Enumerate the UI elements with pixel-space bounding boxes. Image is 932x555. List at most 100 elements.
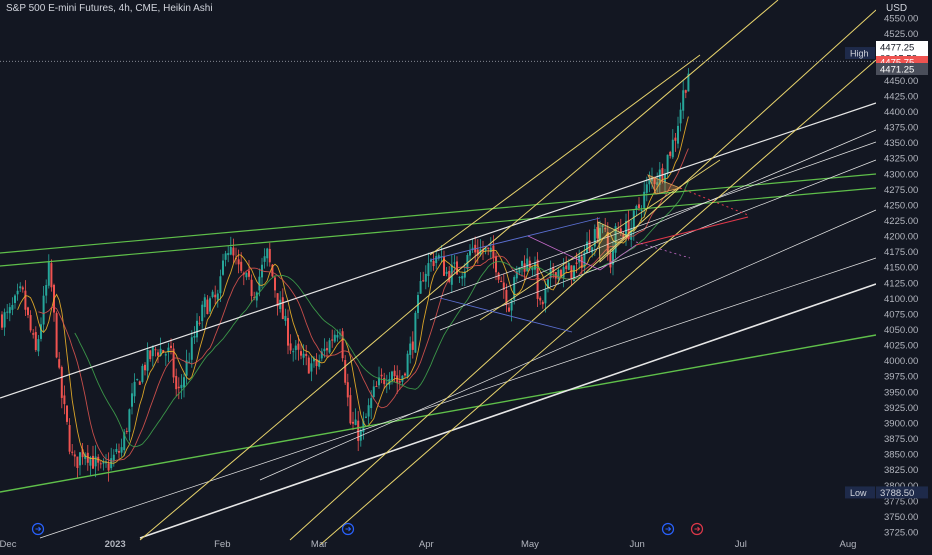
candle-body	[326, 348, 328, 351]
candle-body	[193, 335, 196, 338]
candle-body	[609, 252, 612, 268]
candle-body	[596, 226, 599, 239]
candle-body	[175, 376, 178, 390]
pattern-triangle[interactable]	[597, 221, 629, 263]
trend-line-15[interactable]	[429, 54, 701, 256]
y-tick-label: 3975.00	[884, 372, 918, 383]
drawings-layer[interactable]	[0, 0, 877, 546]
candle-body	[575, 262, 578, 264]
trend-line-11[interactable]	[139, 0, 779, 541]
candle-body	[81, 449, 84, 458]
trend-line-7[interactable]	[259, 209, 877, 481]
trend-line-4[interactable]	[0, 102, 877, 399]
trend-line-16[interactable]	[479, 159, 721, 321]
price-axis[interactable]: 3725.00 3750.00 3775.00 3800.00 3825.00 3850.…	[876, 0, 932, 550]
candle-body	[560, 269, 562, 278]
trend-line-6[interactable]	[39, 257, 877, 539]
candle-body	[128, 409, 131, 432]
candle-body	[614, 226, 617, 253]
trend-line-9[interactable]	[429, 141, 877, 301]
candle-body	[177, 386, 180, 389]
candle-body	[492, 245, 495, 259]
candle-body	[638, 204, 640, 209]
projection-dashed-line-2[interactable]	[635, 241, 691, 259]
trend-line-19[interactable]	[635, 216, 749, 246]
candle-body	[619, 228, 622, 233]
trend-line-10[interactable]	[439, 159, 877, 331]
candle-body	[172, 348, 175, 378]
candle-body	[16, 290, 19, 295]
candle-body	[115, 448, 118, 452]
candle-body	[198, 322, 201, 324]
projection-dashed-line[interactable]	[679, 187, 749, 216]
candle-body	[380, 374, 383, 377]
candle-body	[437, 255, 440, 259]
candle-body	[71, 451, 74, 453]
y-tick-label: 3750.00	[884, 512, 918, 523]
candle-body	[578, 255, 581, 263]
candle-body	[138, 381, 141, 385]
candle-body	[453, 262, 456, 264]
pattern-triangle-2[interactable]	[647, 174, 682, 195]
time-axis[interactable]: Dec 2023 Feb Mar Apr May Jun Jul Aug	[0, 539, 856, 550]
trend-line-17[interactable]	[429, 217, 601, 261]
candle-body	[159, 348, 162, 356]
trend-line-5[interactable]	[139, 283, 877, 539]
candle-body	[112, 454, 115, 461]
trend-line-21[interactable]	[599, 244, 637, 271]
candle-body	[443, 256, 445, 276]
trend-line-3[interactable]	[0, 334, 877, 493]
candle-body	[617, 228, 620, 230]
trend-line-8[interactable]	[429, 129, 877, 321]
candle-body	[323, 348, 326, 352]
trend-line-18[interactable]	[439, 297, 573, 333]
candle-body	[632, 210, 635, 232]
event-badges[interactable]	[31, 522, 704, 536]
moving-average-1	[17, 116, 689, 464]
gray-price-tag-value: 4471.25	[880, 65, 914, 76]
candle-body	[677, 125, 679, 144]
candle-body	[45, 285, 48, 296]
candles-layer	[1, 68, 690, 482]
candle-body	[687, 73, 690, 92]
y-tick-label: 4025.00	[884, 341, 918, 352]
candle-body	[539, 297, 542, 301]
candle-body	[32, 333, 35, 335]
trend-line-2[interactable]	[0, 187, 877, 267]
candle-body	[622, 234, 625, 239]
x-tick-label: 2023	[105, 539, 126, 550]
candle-body	[440, 256, 443, 258]
candle-body	[461, 276, 464, 279]
candle-body	[458, 276, 461, 278]
candle-body	[570, 265, 573, 280]
candle-body	[255, 292, 258, 301]
trend-line-20[interactable]	[527, 235, 601, 271]
candle-body	[29, 315, 32, 331]
candle-body	[406, 353, 409, 378]
y-tick-label: 4350.00	[884, 138, 918, 149]
trend-line-14[interactable]	[319, 59, 877, 546]
candle-body	[248, 270, 250, 277]
candle-body	[79, 452, 81, 466]
candle-body	[136, 379, 139, 381]
candle-body	[227, 253, 230, 256]
candle-body	[89, 457, 92, 466]
candle-body	[141, 365, 144, 383]
candle-body	[648, 178, 651, 185]
candle-body	[593, 229, 596, 247]
candle-body	[502, 282, 505, 290]
candle-body	[279, 299, 282, 310]
y-tick-label: 3875.00	[884, 434, 918, 445]
candle-body	[60, 367, 63, 398]
candle-body	[658, 169, 661, 185]
candle-body	[432, 260, 435, 267]
candle-body	[653, 178, 656, 185]
trend-line-13[interactable]	[289, 9, 877, 541]
y-tick-label: 4250.00	[884, 200, 918, 211]
candle-body	[27, 307, 29, 316]
low-tag-box	[876, 486, 928, 499]
candle-body	[508, 307, 510, 312]
candle-body	[133, 381, 136, 397]
